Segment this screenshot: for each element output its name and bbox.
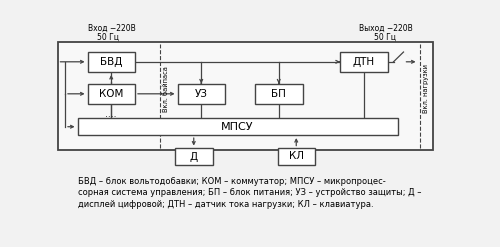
Text: МПСУ: МПСУ	[221, 122, 254, 132]
Text: БВД: БВД	[100, 57, 122, 67]
Bar	[278, 148, 315, 165]
Text: БВД – блок вольтодобавки; КОМ – коммутатор; МПСУ – микропроцес-
сорная система у: БВД – блок вольтодобавки; КОМ – коммутат…	[78, 177, 422, 209]
Bar	[78, 118, 398, 135]
Text: Д: Д	[190, 151, 198, 162]
Text: КЛ: КЛ	[289, 151, 304, 162]
Bar	[88, 52, 135, 72]
Bar	[340, 52, 388, 72]
Text: Выход −220В: Выход −220В	[359, 24, 412, 33]
Bar	[175, 148, 212, 165]
Text: БП: БП	[272, 89, 286, 99]
Text: ....: ....	[106, 110, 117, 119]
Text: УЗ: УЗ	[195, 89, 207, 99]
Text: 50 Гц: 50 Гц	[374, 33, 396, 42]
Text: Вход −220В: Вход −220В	[88, 24, 135, 33]
Text: ДТН: ДТН	[352, 57, 375, 67]
Bar	[178, 83, 225, 104]
Text: Вкл. нагрузки: Вкл. нагрузки	[423, 64, 429, 113]
Bar	[58, 42, 432, 150]
Bar	[255, 83, 302, 104]
Text: КОМ: КОМ	[99, 89, 124, 99]
Bar	[88, 83, 135, 104]
Text: 50 Гц: 50 Гц	[98, 33, 120, 42]
Text: Вкл. байпаса: Вкл. байпаса	[163, 66, 169, 112]
